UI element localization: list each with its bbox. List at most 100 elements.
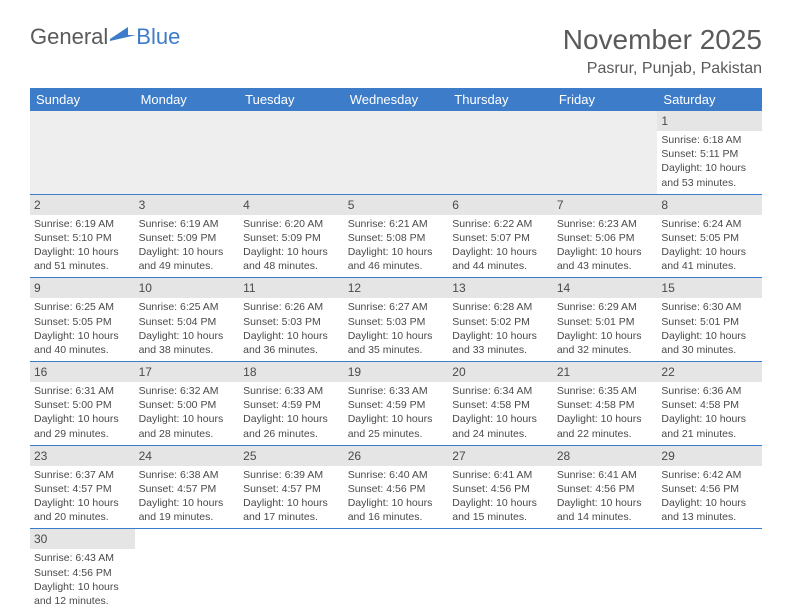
daylight-text: Daylight: 10 hours and 35 minutes. [348,329,445,357]
day-number: 10 [139,281,152,295]
day-cell: 13Sunrise: 6:28 AMSunset: 5:02 PMDayligh… [448,278,553,361]
sunset-text: Sunset: 4:59 PM [348,398,445,412]
day-number-row: 19 [344,362,449,382]
sunrise-text: Sunrise: 6:33 AM [348,384,445,398]
daylight-text: Daylight: 10 hours and 38 minutes. [139,329,236,357]
sunrise-text: Sunrise: 6:39 AM [243,468,340,482]
day-cell [344,529,449,612]
day-info: Sunrise: 6:22 AMSunset: 5:07 PMDaylight:… [452,217,549,274]
day-info: Sunrise: 6:25 AMSunset: 5:05 PMDaylight:… [34,300,131,357]
sunrise-text: Sunrise: 6:34 AM [452,384,549,398]
day-cell: 16 Sunrise: 6:31 AMSunset: 5:00 PMDayligh… [30,362,135,445]
day-cell: 3Sunrise: 6:19 AMSunset: 5:09 PMDaylight… [135,195,240,278]
day-number: 9 [34,281,41,295]
sunset-text: Sunset: 5:06 PM [557,231,654,245]
daylight-text: Daylight: 10 hours and 16 minutes. [348,496,445,524]
day-number-row: 12 [344,278,449,298]
sunrise-text: Sunrise: 6:29 AM [557,300,654,314]
sunrise-text: Sunrise: 6:21 AM [348,217,445,231]
sunrise-text: Sunrise: 6:41 AM [557,468,654,482]
daylight-text: Daylight: 10 hours and 36 minutes. [243,329,340,357]
sunset-text: Sunset: 5:00 PM [139,398,236,412]
logo-flag-icon [110,25,136,50]
sunset-text: Sunset: 4:58 PM [452,398,549,412]
daylight-text: Daylight: 10 hours and 46 minutes. [348,245,445,273]
daylight-text: Daylight: 10 hours and 29 minutes. [34,412,131,440]
day-number: 7 [557,198,564,212]
day-cell: 22 Sunrise: 6:36 AMSunset: 4:58 PMDayligh… [657,362,762,445]
day-number-row: 22 [657,362,762,382]
sunset-text: Sunset: 5:10 PM [34,231,131,245]
day-info: Sunrise: 6:19 AMSunset: 5:10 PMDaylight:… [34,217,131,274]
day-header-row: SundayMondayTuesdayWednesdayThursdayFrid… [30,88,762,111]
day-number: 14 [557,281,570,295]
day-header-cell: Friday [553,88,658,111]
header: General Blue November 2025 Pasrur, Punja… [0,0,792,88]
logo-text-blue: Blue [136,24,180,50]
sunset-text: Sunset: 4:56 PM [557,482,654,496]
day-cell: 5Sunrise: 6:21 AMSunset: 5:08 PMDaylight… [344,195,449,278]
daylight-text: Daylight: 10 hours and 20 minutes. [34,496,131,524]
day-info: Sunrise: 6:31 AMSunset: 5:00 PMDaylight:… [34,384,131,441]
month-title: November 2025 [563,24,762,56]
day-cell: 20Sunrise: 6:34 AMSunset: 4:58 PMDayligh… [448,362,553,445]
daylight-text: Daylight: 10 hours and 15 minutes. [452,496,549,524]
day-cell: 7 Sunrise: 6:23 AMSunset: 5:06 PMDaylight… [553,195,658,278]
day-number: 25 [243,449,256,463]
day-info: Sunrise: 6:43 AMSunset: 4:56 PMDaylight:… [34,551,131,608]
day-info: Sunrise: 6:38 AMSunset: 4:57 PMDaylight:… [139,468,236,525]
sunset-text: Sunset: 4:56 PM [452,482,549,496]
day-number-row: 14 [553,278,658,298]
sunrise-text: Sunrise: 6:40 AM [348,468,445,482]
day-header-cell: Tuesday [239,88,344,111]
daylight-text: Daylight: 10 hours and 19 minutes. [139,496,236,524]
sunset-text: Sunset: 4:56 PM [34,566,131,580]
week-row: 2 Sunrise: 6:19 AMSunset: 5:10 PMDaylight… [30,195,762,279]
day-info: Sunrise: 6:18 AMSunset: 5:11 PMDaylight:… [661,133,758,190]
day-number: 1 [661,114,668,128]
daylight-text: Daylight: 10 hours and 28 minutes. [139,412,236,440]
day-info: Sunrise: 6:26 AMSunset: 5:03 PMDaylight:… [243,300,340,357]
sunrise-text: Sunrise: 6:36 AM [661,384,758,398]
day-number: 16 [34,365,47,379]
day-number-row: 27 [448,446,553,466]
day-number: 21 [557,365,570,379]
day-number-row: 30 [30,529,135,549]
logo: General Blue [30,24,180,50]
day-cell: 9 Sunrise: 6:25 AMSunset: 5:05 PMDaylight… [30,278,135,361]
sunrise-text: Sunrise: 6:24 AM [661,217,758,231]
day-number-row: 28 [553,446,658,466]
daylight-text: Daylight: 10 hours and 12 minutes. [34,580,131,608]
day-cell [135,529,240,612]
daylight-text: Daylight: 10 hours and 51 minutes. [34,245,131,273]
day-number: 2 [34,198,41,212]
calendar-weeks: 1 Sunrise: 6:18 AMSunset: 5:11 PMDaylight… [30,111,762,612]
day-info: Sunrise: 6:27 AMSunset: 5:03 PMDaylight:… [348,300,445,357]
daylight-text: Daylight: 10 hours and 21 minutes. [661,412,758,440]
day-number: 18 [243,365,256,379]
day-info: Sunrise: 6:32 AMSunset: 5:00 PMDaylight:… [139,384,236,441]
sunset-text: Sunset: 4:59 PM [243,398,340,412]
day-number-row: 8 [657,195,762,215]
day-number: 17 [139,365,152,379]
day-cell: 14Sunrise: 6:29 AMSunset: 5:01 PMDayligh… [553,278,658,361]
daylight-text: Daylight: 10 hours and 25 minutes. [348,412,445,440]
day-number: 27 [452,449,465,463]
sunrise-text: Sunrise: 6:42 AM [661,468,758,482]
sunset-text: Sunset: 4:56 PM [348,482,445,496]
day-cell [30,111,135,194]
day-cell: 4Sunrise: 6:20 AMSunset: 5:09 PMDaylight… [239,195,344,278]
day-number-row: 7 [553,195,658,215]
day-number: 11 [243,281,255,295]
daylight-text: Daylight: 10 hours and 13 minutes. [661,496,758,524]
day-cell: 2 Sunrise: 6:19 AMSunset: 5:10 PMDaylight… [30,195,135,278]
day-number-row: 13 [448,278,553,298]
day-number: 13 [452,281,465,295]
day-info: Sunrise: 6:23 AMSunset: 5:06 PMDaylight:… [557,217,654,274]
sunset-text: Sunset: 4:58 PM [661,398,758,412]
daylight-text: Daylight: 10 hours and 22 minutes. [557,412,654,440]
sunrise-text: Sunrise: 6:27 AM [348,300,445,314]
day-header-cell: Sunday [30,88,135,111]
title-block: November 2025 Pasrur, Punjab, Pakistan [563,24,762,78]
day-info: Sunrise: 6:24 AMSunset: 5:05 PMDaylight:… [661,217,758,274]
